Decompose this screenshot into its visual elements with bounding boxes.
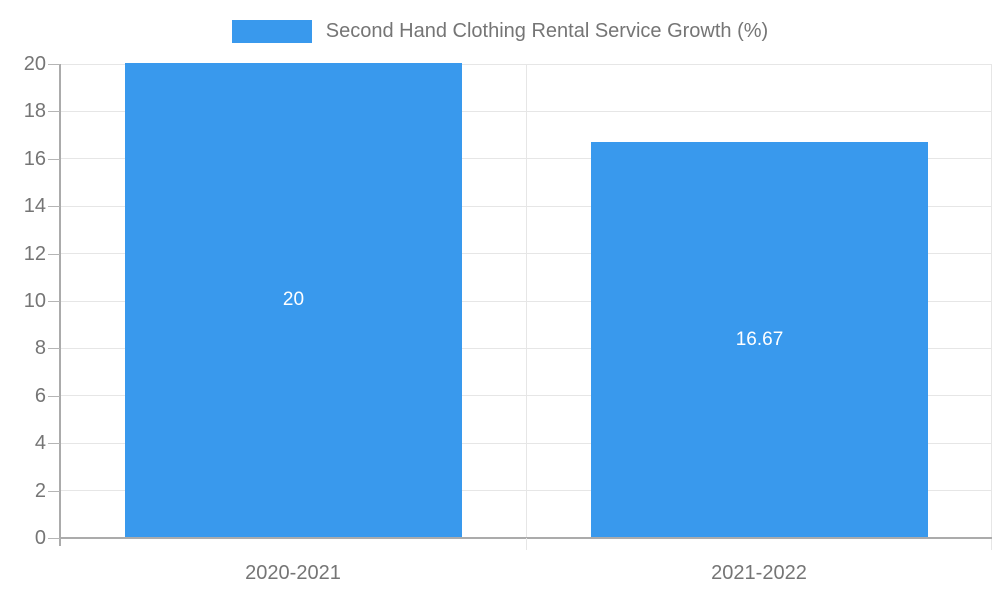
y-tick-label: 0 <box>34 527 46 549</box>
y-tick-label: 16 <box>23 147 46 170</box>
y-tick-label: 6 <box>34 384 46 407</box>
y-tick-label: 20 <box>23 53 46 75</box>
y-tick-label: 8 <box>34 337 46 360</box>
gridline <box>60 253 992 255</box>
gridline <box>60 395 992 397</box>
bar-value-label: 20 <box>282 289 305 310</box>
y-axis-line <box>59 64 61 546</box>
bar-value-label: 16.67 <box>735 328 784 350</box>
x-axis-tick <box>526 538 527 550</box>
gridline <box>60 110 992 112</box>
legend: Second Hand Clothing Rental Service Grow… <box>0 17 1000 45</box>
y-axis-tick <box>48 253 60 255</box>
x-tick-label: 2021-2022 <box>711 562 807 584</box>
legend-swatch-icon <box>231 19 312 43</box>
gridline <box>60 442 992 444</box>
y-axis-tick <box>48 395 60 397</box>
gridline <box>60 300 992 302</box>
y-axis-tick <box>48 538 60 539</box>
gridline <box>60 347 992 349</box>
y-tick-label: 12 <box>23 242 46 265</box>
y-axis-tick <box>48 111 60 113</box>
y-tick-label: 18 <box>23 100 46 123</box>
gridline <box>60 490 992 492</box>
plot-right-border <box>991 64 992 550</box>
y-tick-label: 10 <box>23 290 46 312</box>
x-tick-label: 2020-2021 <box>245 562 341 584</box>
legend-label: Second Hand Clothing Rental Service Grow… <box>325 20 769 42</box>
gridline <box>60 205 992 207</box>
y-axis-tick <box>48 206 60 208</box>
bar-2020-2021: 20 <box>125 63 462 537</box>
y-axis-tick <box>48 301 60 302</box>
plot-area: 20 16.67 <box>59 63 992 550</box>
y-tick-label: 14 <box>23 195 46 218</box>
y-axis-tick <box>48 443 60 445</box>
y-axis-tick <box>48 158 60 160</box>
gridline <box>60 63 992 65</box>
y-axis-tick <box>48 348 60 350</box>
y-tick-label: 4 <box>34 432 46 455</box>
y-axis-tick <box>48 64 60 65</box>
y-axis-tick <box>48 490 60 492</box>
y-tick-label: 2 <box>34 479 46 502</box>
gridline <box>60 158 992 160</box>
bar-2021-2022: 16.67 <box>591 142 928 537</box>
